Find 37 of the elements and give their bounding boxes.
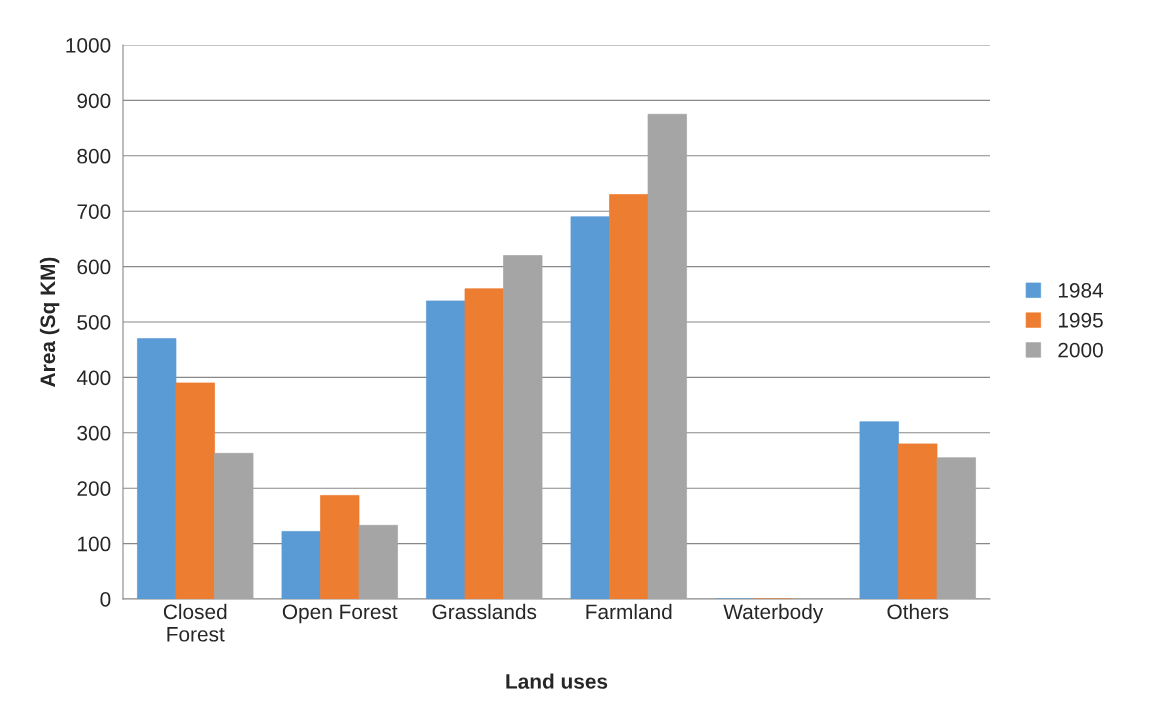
y-tick-label: 1000 bbox=[66, 38, 111, 53]
y-tick-label: 200 bbox=[77, 481, 111, 496]
bar bbox=[426, 300, 466, 599]
bar bbox=[137, 338, 177, 599]
bar bbox=[936, 457, 976, 599]
y-tick-label: 100 bbox=[78, 536, 111, 552]
y-axis-title: Area (Sq KM) bbox=[39, 257, 60, 387]
bar bbox=[214, 452, 254, 599]
y-tick-label: 300 bbox=[77, 425, 111, 441]
bar bbox=[647, 113, 687, 599]
bar bbox=[358, 524, 398, 599]
bar bbox=[320, 495, 360, 599]
y-tick-label: 600 bbox=[77, 259, 111, 275]
bar bbox=[570, 216, 610, 599]
bar bbox=[281, 531, 321, 599]
bar bbox=[175, 382, 215, 599]
bar bbox=[464, 288, 504, 599]
x-tick-label: Open Forest bbox=[282, 604, 398, 624]
bar bbox=[898, 443, 938, 599]
y-tick-label: 400 bbox=[76, 370, 111, 386]
x-tick-label: Closed Forest bbox=[163, 603, 227, 642]
legend-label: 1984 bbox=[1058, 283, 1104, 298]
x-axis-title: Land uses bbox=[506, 673, 608, 689]
x-tick-label: Grasslands bbox=[432, 603, 537, 620]
bar bbox=[609, 194, 649, 599]
x-tick-label: Others bbox=[887, 603, 949, 620]
y-tick-label: 700 bbox=[77, 204, 111, 219]
y-tick-label: 900 bbox=[77, 93, 111, 109]
y-tick-label: 0 bbox=[100, 592, 111, 607]
x-tick-label: Waterbody bbox=[723, 603, 824, 624]
bar bbox=[503, 255, 543, 599]
legend-label: 2000 bbox=[1058, 342, 1103, 358]
legend-label: 1995 bbox=[1058, 312, 1103, 328]
y-tick-label: 800 bbox=[77, 148, 111, 164]
bar bbox=[859, 421, 899, 599]
y-tick-label: 500 bbox=[77, 315, 111, 330]
x-tick-label: Farmland bbox=[586, 603, 672, 620]
